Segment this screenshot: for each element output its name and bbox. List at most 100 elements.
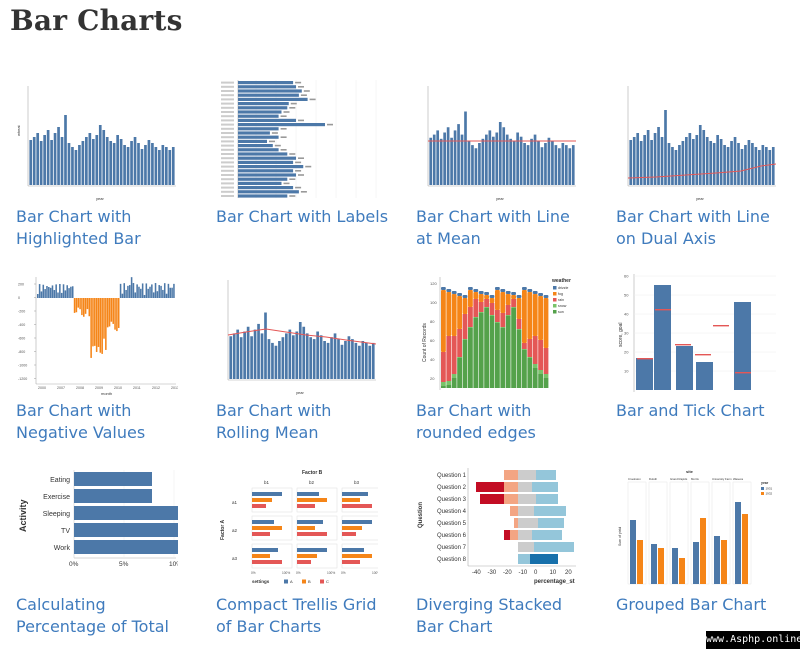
- caption-line-1[interactable]: Compact Trellis Grid: [216, 595, 377, 614]
- caption-line-1[interactable]: Bar Chart with: [16, 401, 132, 420]
- card-caption[interactable]: Bar Chart with rounded edges: [416, 400, 606, 444]
- caption-line-1[interactable]: Calculating: [16, 595, 106, 614]
- caption-line-1[interactable]: Bar Chart with: [416, 401, 532, 420]
- card-bar-chart-with-rounded-edges[interactable]: 120 100 80 60 40 20 Count of Records weather …: [416, 272, 606, 442]
- thumbnail-rolling-mean[interactable]: year: [216, 272, 378, 397]
- card-bar-chart-with-negative-values[interactable]: 200 0 -200 -400 -600 -800 -1000 -1200 2000 2007 2…: [16, 272, 206, 442]
- card-grouped-bar-chart[interactable]: site Sum of yield Crookston Duluth Grand R…: [616, 466, 800, 636]
- thumbnail-rounded-edges[interactable]: 120 100 80 60 40 20 Count of Records weather …: [416, 272, 578, 397]
- caption-line-2[interactable]: Rolling Mean: [216, 423, 319, 442]
- caption-line-1[interactable]: Bar Chart with Line: [416, 207, 570, 226]
- thumbnail-dual-axis[interactable]: year: [616, 78, 778, 203]
- bar: [342, 560, 360, 564]
- y-axis-title: Question: [418, 502, 424, 528]
- thumbnail-highlighted-bar[interactable]: wheat year: [16, 78, 178, 203]
- caption-line-1[interactable]: Bar Chart with: [216, 401, 332, 420]
- bar: [145, 283, 148, 298]
- legend-swatch: [553, 292, 557, 296]
- thumbnail-line-at-mean[interactable]: year: [416, 78, 578, 203]
- caption-line-2[interactable]: rounded edges: [416, 423, 536, 442]
- caption-line-1[interactable]: Bar Chart with: [16, 207, 132, 226]
- card-caption[interactable]: Bar Chart with Line at Mean: [416, 206, 606, 250]
- thumbnail-diverging-stacked[interactable]: Question 1 Question 2 Question 3 Question 4…: [416, 466, 578, 591]
- bar: [238, 106, 288, 110]
- tick-label-placeholder: [221, 178, 234, 181]
- thumbnail-labels[interactable]: [216, 78, 378, 203]
- caption-line-2[interactable]: at Mean: [416, 229, 481, 248]
- bar: [97, 298, 100, 347]
- x-tick-label: 0%: [296, 571, 301, 575]
- caption-line-2[interactable]: of Bar Charts: [216, 617, 322, 636]
- x-axis-title: percentage_st: [534, 579, 575, 585]
- card-caption[interactable]: Bar Chart with Line on Dual Axis: [616, 206, 800, 250]
- caption-line-1[interactable]: Bar and Tick Chart: [616, 401, 765, 420]
- row-label: a1: [232, 500, 238, 505]
- caption-line-1[interactable]: Diverging Stacked: [416, 595, 563, 614]
- card-caption[interactable]: Diverging Stacked Bar Chart: [416, 594, 606, 638]
- thumbnail-compact-trellis[interactable]: Factor B Factor A b1 b2 b3 a1 a2 a3 0% 100% 0% 10…: [216, 466, 378, 591]
- caption-line-2[interactable]: Highlighted Bar: [16, 229, 141, 248]
- caption-line-1[interactable]: Bar Chart with Line: [616, 207, 770, 226]
- value-label-placeholder: [300, 94, 307, 96]
- card-diverging-stacked-bar-chart[interactable]: Question 1 Question 2 Question 3 Question 4…: [416, 466, 606, 636]
- bar: [297, 554, 317, 558]
- card-caption[interactable]: Compact Trellis Grid of Bar Charts: [216, 594, 406, 638]
- bar: [342, 526, 362, 530]
- rolling-mean-line: [227, 328, 377, 345]
- tick-label-placeholder: [221, 169, 234, 172]
- card-compact-trellis-grid[interactable]: Factor B Factor A b1 b2 b3 a1 a2 a3 0% 100% 0% 10…: [216, 466, 406, 636]
- caption-line-1[interactable]: Grouped Bar Chart: [616, 595, 767, 614]
- bar: [74, 506, 178, 520]
- bar: [158, 285, 160, 298]
- caption-line-2[interactable]: on Dual Axis: [616, 229, 717, 248]
- bar: [42, 284, 45, 298]
- y-axis-title: Count of Records: [422, 323, 428, 362]
- card-bar-chart-with-line-at-mean[interactable]: year Bar Chart with Line at Mean: [416, 78, 606, 248]
- card-bar-chart-with-highlighted-bar[interactable]: wheat year Bar Chart with Highlighted Ba…: [16, 78, 206, 248]
- thumbnail-grouped-bar[interactable]: site Sum of yield Crookston Duluth Grand R…: [616, 466, 778, 591]
- segment: [500, 292, 506, 313]
- caption-line-2[interactable]: Bar Chart: [416, 617, 493, 636]
- bar: [53, 133, 57, 185]
- card-caption[interactable]: Calculating Percentage of Total: [16, 594, 206, 638]
- card-bar-chart-with-labels[interactable]: Bar Chart with Labels: [216, 78, 406, 248]
- y-tick-label: Work: [54, 545, 71, 552]
- caption-line-1[interactable]: Bar Chart with Labels: [216, 207, 389, 226]
- bar: [337, 339, 340, 379]
- bar: [78, 145, 81, 185]
- y-tick-label: Eating: [50, 477, 70, 484]
- segment: [446, 292, 452, 336]
- card-caption[interactable]: Grouped Bar Chart: [616, 594, 800, 616]
- thumbnail-negative-values[interactable]: 200 0 -200 -400 -600 -800 -1000 -1200 2000 2007 2…: [16, 272, 178, 397]
- card-caption[interactable]: Bar Chart with Highlighted Bar: [16, 206, 206, 250]
- groups: Crookston Duluth Grand Rapids Morris Univers…: [627, 477, 752, 585]
- bars: [429, 111, 575, 185]
- bar: [537, 140, 540, 185]
- card-calculating-percentage-of-total[interactable]: 0% 5% 10% Eating Exercise Sleeping TV Work Act…: [16, 466, 206, 636]
- thumbnail-percentage-of-total[interactable]: 0% 5% 10% Eating Exercise Sleeping TV Work Act…: [16, 466, 178, 591]
- card-bar-and-tick-chart[interactable]: 60 50 40 30 20 10 score, goal Bar and Tick Ch…: [616, 272, 800, 442]
- bar: [347, 336, 351, 379]
- card-caption[interactable]: Bar Chart with Negative Values: [16, 400, 206, 444]
- bar: [134, 292, 137, 298]
- caption-line-2[interactable]: Percentage of Total: [16, 617, 169, 636]
- x-tick-label: 0%: [251, 571, 256, 575]
- bar: [238, 169, 294, 173]
- segment: [532, 482, 558, 492]
- x-ticks: -40 -30 -20 -10 0 10 20: [472, 570, 572, 576]
- y-tick-label: -1000: [18, 364, 27, 368]
- card-caption[interactable]: Bar and Tick Chart: [616, 400, 800, 422]
- card-caption[interactable]: Bar Chart with Rolling Mean: [216, 400, 406, 444]
- card-caption[interactable]: Bar Chart with Labels: [216, 206, 406, 228]
- caption-line-2[interactable]: Negative Values: [16, 423, 146, 442]
- tick-label-placeholder: [221, 85, 234, 88]
- card-bar-chart-with-rolling-mean[interactable]: year Bar Chart with Rolling Mean: [216, 272, 406, 442]
- thumbnail-bar-and-tick[interactable]: 60 50 40 30 20 10 score, goal: [616, 272, 778, 397]
- segment: [473, 292, 479, 299]
- card-bar-chart-with-line-on-dual-axis[interactable]: year Bar Chart with Line on Dual Axis: [616, 78, 800, 248]
- bar: [319, 335, 323, 379]
- bar: [291, 335, 295, 379]
- y-tick-label: 200: [18, 283, 24, 287]
- bar: [660, 137, 664, 185]
- segment: [457, 358, 462, 388]
